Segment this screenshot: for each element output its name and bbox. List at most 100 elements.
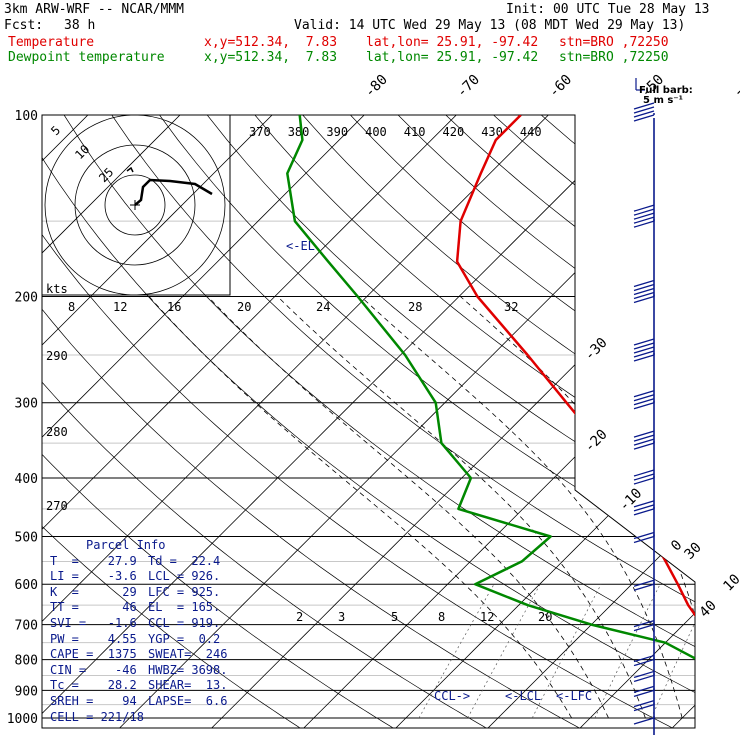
dry-adiabat-label: 290 bbox=[46, 349, 68, 363]
wind-barb bbox=[633, 390, 655, 410]
annotation-label: <-LCL bbox=[505, 689, 541, 703]
temperature-tick-label: -10 bbox=[616, 485, 645, 514]
hodograph-marker bbox=[126, 166, 134, 173]
dry-adiabat-label: 400 bbox=[365, 125, 387, 139]
pressure-tick-label: 700 bbox=[15, 619, 38, 634]
hodograph-ring bbox=[104, 174, 166, 236]
dry-adiabat-line bbox=[254, 115, 695, 728]
hodograph-ring bbox=[74, 144, 196, 266]
hodograph-ring-label: 10 bbox=[72, 142, 92, 162]
dry-adiabat-label: 410 bbox=[404, 125, 426, 139]
dry-adiabat-line bbox=[42, 115, 679, 728]
hodograph-trace bbox=[134, 178, 213, 206]
legend-temperature: Temperature bbox=[8, 35, 95, 50]
wind-barb bbox=[633, 531, 655, 544]
temperature-tick-label: 10 bbox=[720, 571, 740, 594]
init-time: Init: 00 UTC Tue 28 May 13 bbox=[506, 2, 710, 17]
wind-barb-flag bbox=[633, 212, 655, 220]
wind-barb-flag bbox=[633, 670, 655, 679]
parcel-field: LFC = 925. bbox=[148, 584, 221, 599]
pressure-tick-label: 100 bbox=[15, 109, 38, 124]
parcel-field: LCL = 926. bbox=[148, 569, 221, 584]
moist-adiabat-line bbox=[277, 296, 646, 719]
pressure-tick-label: 600 bbox=[15, 578, 38, 593]
wind-barb-flag bbox=[633, 402, 655, 410]
parcel-info-row: CELL = 221/18 bbox=[44, 710, 234, 726]
temp-station: stn=BRO ,72250 bbox=[559, 35, 669, 50]
pressure-tick-label: 300 bbox=[15, 397, 38, 412]
wind-barb-flag bbox=[633, 291, 655, 300]
moist-adiabat-label: 32 bbox=[504, 300, 518, 314]
temperature-tick-label: -80 bbox=[362, 72, 391, 101]
parcel-field: SWEAT= 246 bbox=[148, 647, 228, 662]
temperature-tick-label: 30 bbox=[682, 540, 705, 563]
parcel-field: K = 29 bbox=[50, 584, 137, 599]
parcel-info-row: TT = 46 EL = 165. bbox=[44, 600, 234, 616]
wind-barb-flag bbox=[633, 477, 655, 485]
wind-barb-flag bbox=[633, 430, 655, 438]
parcel-field: T = 27.9 bbox=[50, 553, 137, 568]
wind-barb bbox=[633, 500, 655, 516]
moist-adiabat-label: 20 bbox=[237, 300, 251, 314]
temp-latlon: lat,lon= 25.91, -97.42 bbox=[366, 35, 539, 50]
wind-barb-flag bbox=[633, 473, 655, 481]
dry-adiabat-line bbox=[42, 115, 585, 728]
dewp-xy: x,y=512.34, 7.83 bbox=[204, 50, 338, 65]
parcel-field: LI = -3.6 bbox=[50, 569, 137, 584]
dry-adiabat-line bbox=[350, 115, 695, 728]
wind-barb-flag bbox=[633, 469, 655, 477]
wind-barb-flag bbox=[633, 354, 655, 362]
temperature-tick-label: 40 bbox=[697, 598, 720, 621]
hodograph-ring bbox=[44, 114, 226, 296]
wind-barb-flag bbox=[633, 685, 655, 694]
forecast-label: Fcst: bbox=[4, 18, 44, 33]
pressure-tick-label: 900 bbox=[15, 684, 38, 699]
wind-barb-flag bbox=[633, 106, 655, 114]
mixing-ratio-label: 2 bbox=[296, 610, 303, 624]
dry-adiabat-line bbox=[732, 115, 740, 731]
wind-barb bbox=[633, 699, 655, 712]
dry-adiabat-line bbox=[111, 115, 695, 728]
wind-barb-flag bbox=[633, 717, 655, 725]
wind-barb bbox=[633, 579, 655, 591]
parcel-info-panel: Parcel Info T = 27.9 Td = 22.4 LI = -3.6 LC… bbox=[44, 538, 234, 725]
dry-adiabat-line bbox=[493, 115, 695, 728]
mixing-ratio-label: 12 bbox=[480, 610, 494, 624]
annotation-label: CCL-> bbox=[434, 689, 470, 703]
parcel-field: CCL = 919. bbox=[148, 615, 221, 630]
parcel-info-row: CIN = -46 HWBZ= 3698. bbox=[44, 663, 234, 679]
model-title: 3km ARW-WRF -- NCAR/MMM bbox=[4, 2, 185, 17]
isotherm-line bbox=[577, 115, 695, 728]
temp-xy: x,y=512.34, 7.83 bbox=[204, 35, 338, 50]
wind-barb-flag bbox=[633, 500, 655, 508]
wind-barb-flag bbox=[633, 350, 655, 358]
isotherm-line bbox=[484, 115, 695, 728]
wind-barb-flag bbox=[633, 390, 655, 398]
wind-barb-flag bbox=[633, 287, 655, 296]
wind-barb-flag bbox=[633, 220, 655, 228]
parcel-field: SREH = 94 bbox=[50, 693, 137, 708]
moist-adiabat-label: 28 bbox=[408, 300, 422, 314]
parcel-field: Tc = 28.2 bbox=[50, 678, 137, 693]
wind-barb-flag bbox=[633, 535, 655, 544]
wind-barb-flag bbox=[633, 346, 655, 354]
wind-barb bbox=[633, 469, 655, 485]
mixing-ratio-line bbox=[531, 584, 602, 719]
wind-barb bbox=[633, 619, 655, 632]
wind-barb-flag bbox=[633, 338, 655, 346]
dry-adiabat-line bbox=[588, 115, 695, 728]
parcel-field: Td = 22.4 bbox=[148, 553, 221, 568]
dry-adiabat-line bbox=[42, 115, 398, 728]
parcel-field: YGP = 0.2 bbox=[148, 631, 221, 646]
wind-barb-flag bbox=[633, 504, 655, 512]
isotherm-line bbox=[300, 115, 695, 728]
dry-adiabat-line bbox=[540, 115, 695, 728]
parcel-field: EL = 165. bbox=[148, 600, 221, 615]
dry-adiabat-line bbox=[42, 115, 305, 728]
parcel-info-row: SVI = -1.6 CCL = 919. bbox=[44, 616, 234, 632]
legend-dewpoint: Dewpoint temperature bbox=[8, 50, 165, 65]
dry-adiabat-line bbox=[445, 115, 695, 728]
wind-barb-flag bbox=[633, 208, 655, 216]
parcel-info-row: PW = 4.55 YGP = 0.2 bbox=[44, 632, 234, 648]
mixing-ratio-label: 20 bbox=[538, 610, 552, 624]
